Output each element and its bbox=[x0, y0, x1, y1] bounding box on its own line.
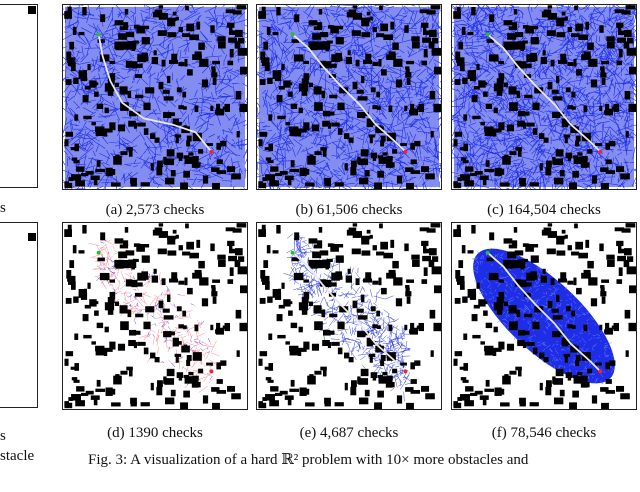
start-marker bbox=[291, 32, 295, 36]
panel-e-plot bbox=[257, 223, 441, 409]
panel-c-plot bbox=[452, 5, 636, 189]
panel-d bbox=[62, 222, 248, 410]
start-marker bbox=[97, 32, 101, 36]
caption-e: (e) 4,687 checks bbox=[256, 425, 442, 442]
goal-marker bbox=[209, 150, 213, 154]
goal-marker bbox=[403, 369, 407, 373]
obstacles bbox=[64, 223, 247, 409]
start-marker bbox=[486, 32, 490, 36]
start-marker bbox=[291, 251, 295, 255]
caption-c: (c) 164,504 checks bbox=[451, 202, 637, 219]
start-marker bbox=[97, 251, 101, 255]
caption-a: (a) 2,573 checks bbox=[62, 202, 248, 219]
goal-marker bbox=[209, 369, 213, 373]
left-cropped-panel-bottom bbox=[0, 222, 38, 408]
caption-d: (d) 1390 checks bbox=[62, 425, 248, 442]
start-marker bbox=[486, 251, 490, 255]
panel-d-plot bbox=[63, 223, 247, 409]
figure-caption: Fig. 3: A visualization of a hard ℝ² pro… bbox=[88, 450, 640, 492]
goal-marker bbox=[403, 150, 407, 154]
panel-a-plot bbox=[63, 5, 247, 189]
goal-marker bbox=[598, 150, 602, 154]
left-caption-fragment-bottom: s bbox=[0, 428, 6, 445]
panel-f-plot bbox=[452, 223, 636, 409]
obstacle-fragment bbox=[28, 233, 36, 241]
caption-b: (b) 61,506 checks bbox=[256, 202, 442, 219]
search-tree bbox=[453, 228, 635, 404]
left-text-fragment: stacle bbox=[0, 448, 34, 465]
panel-f bbox=[451, 222, 637, 410]
panel-a bbox=[62, 4, 248, 190]
search-tree bbox=[283, 234, 413, 402]
panel-c bbox=[451, 4, 637, 190]
panel-b-plot bbox=[257, 5, 441, 189]
goal-marker bbox=[598, 369, 602, 373]
left-cropped-panel-top bbox=[0, 4, 38, 188]
panel-b bbox=[256, 4, 442, 190]
left-caption-fragment-top: s bbox=[0, 200, 6, 217]
caption-f: (f) 78,546 checks bbox=[451, 425, 637, 442]
obstacle-fragment bbox=[28, 6, 36, 14]
panel-e bbox=[256, 222, 442, 410]
